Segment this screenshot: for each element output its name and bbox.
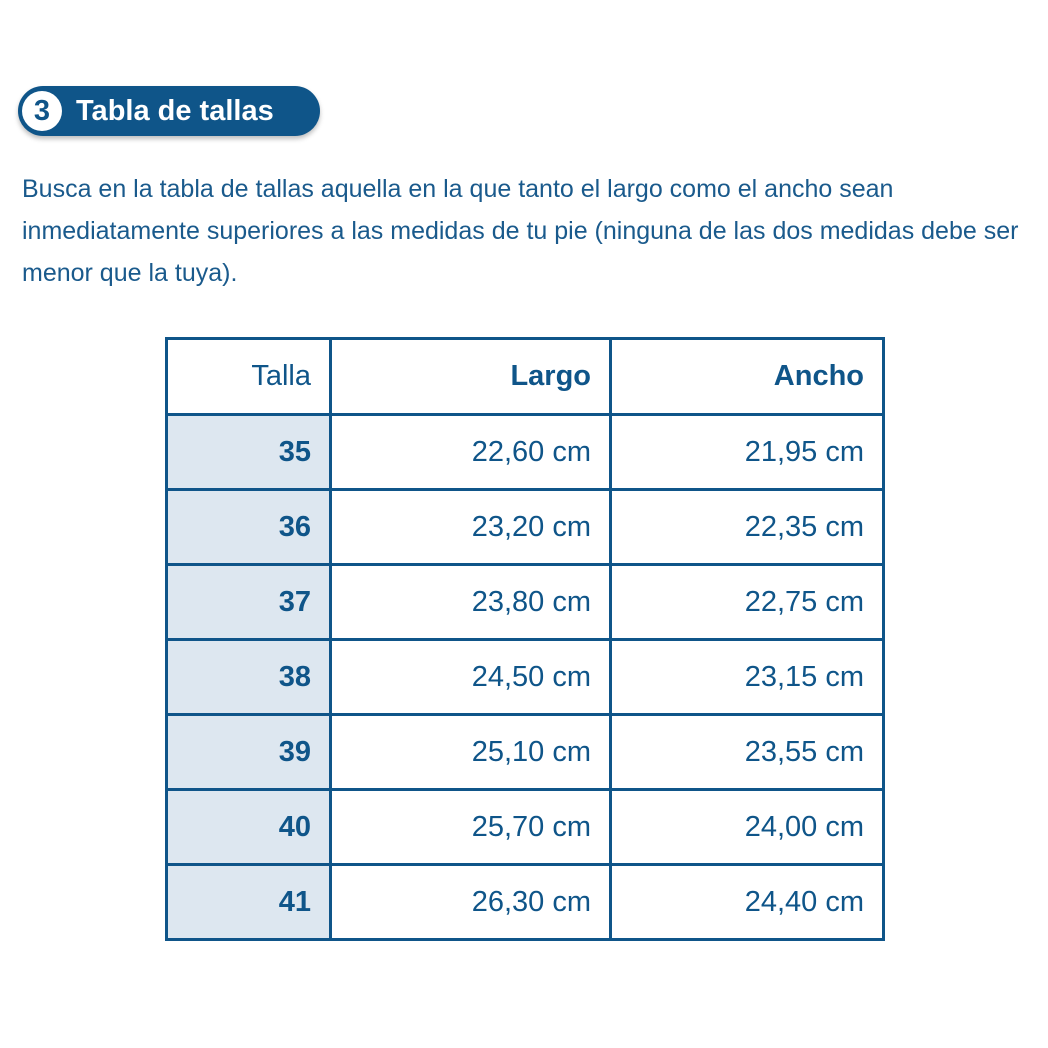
section-title: Tabla de tallas	[76, 94, 274, 127]
table-row: 38 24,50 cm 23,15 cm	[165, 638, 885, 716]
talla-cell: 35	[165, 413, 332, 491]
largo-cell: 25,10 cm	[329, 713, 612, 791]
talla-cell: 37	[165, 563, 332, 641]
talla-cell: 39	[165, 713, 332, 791]
table-header-row: Talla Largo Ancho	[165, 337, 885, 416]
table-row: 39 25,10 cm 23,55 cm	[165, 713, 885, 791]
header-ancho: Ancho	[609, 337, 885, 416]
talla-cell: 40	[165, 788, 332, 866]
size-table: Talla Largo Ancho 35 22,60 cm 21,95 cm 36 23…	[165, 337, 885, 941]
ancho-cell: 21,95 cm	[609, 413, 885, 491]
ancho-cell: 24,40 cm	[609, 863, 885, 941]
ancho-cell: 24,00 cm	[609, 788, 885, 866]
intro-paragraph: Busca en la tabla de tallas aquella en l…	[22, 175, 1019, 287]
ancho-cell: 23,55 cm	[609, 713, 885, 791]
talla-cell: 38	[165, 638, 332, 716]
ancho-cell: 23,15 cm	[609, 638, 885, 716]
table-row: 41 26,30 cm 24,40 cm	[165, 863, 885, 941]
talla-cell: 41	[165, 863, 332, 941]
section-heading: 3 Tabla de tallas	[18, 86, 320, 136]
table-row: 36 23,20 cm 22,35 cm	[165, 488, 885, 566]
table-row: 37 23,80 cm 22,75 cm	[165, 563, 885, 641]
talla-cell: 36	[165, 488, 332, 566]
table-row: 35 22,60 cm 21,95 cm	[165, 413, 885, 491]
largo-cell: 23,20 cm	[329, 488, 612, 566]
largo-cell: 25,70 cm	[329, 788, 612, 866]
header-talla: Talla	[165, 337, 332, 416]
header-largo: Largo	[329, 337, 612, 416]
largo-cell: 26,30 cm	[329, 863, 612, 941]
largo-cell: 23,80 cm	[329, 563, 612, 641]
largo-cell: 22,60 cm	[329, 413, 612, 491]
largo-cell: 24,50 cm	[329, 638, 612, 716]
step-number-badge: 3	[22, 91, 62, 131]
table-row: 40 25,70 cm 24,00 cm	[165, 788, 885, 866]
ancho-cell: 22,75 cm	[609, 563, 885, 641]
ancho-cell: 22,35 cm	[609, 488, 885, 566]
